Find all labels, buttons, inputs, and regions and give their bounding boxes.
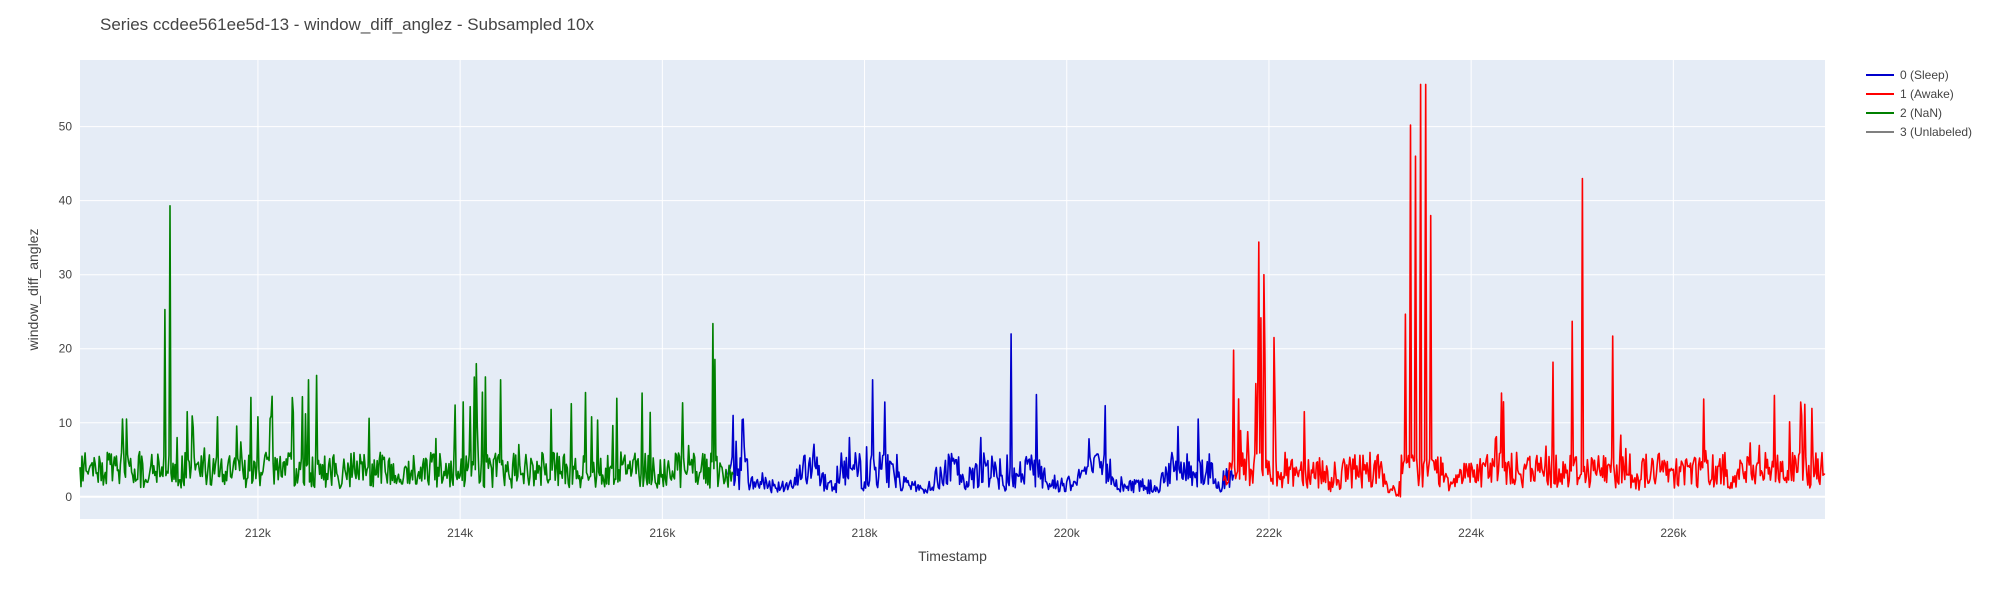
x-axis-ticks: 212k 214k 216k 218k 220k 222k 224k 226k	[245, 526, 1687, 540]
x-tick-label: 220k	[1054, 526, 1081, 540]
x-axis-title: Timestamp	[918, 548, 987, 564]
gridlines	[80, 60, 1825, 519]
y-tick-label: 0	[65, 490, 72, 504]
legend-label: 1 (Awake)	[1900, 87, 1954, 101]
y-axis-ticks: 0 10 20 30 40 50	[59, 120, 73, 504]
chart-title: Series ccdee561ee5d-13 - window_diff_ang…	[100, 15, 594, 34]
legend-item[interactable]: 1 (Awake)	[1866, 87, 1954, 101]
x-tick-label: 212k	[245, 526, 272, 540]
series-line	[79, 205, 734, 490]
y-tick-label: 40	[59, 194, 73, 208]
series-line	[1222, 83, 1826, 498]
legend-label: 0 (Sleep)	[1900, 68, 1949, 82]
x-tick-label: 216k	[649, 526, 676, 540]
series-line	[727, 333, 1235, 495]
y-tick-label: 20	[59, 342, 73, 356]
legend[interactable]: 0 (Sleep) 1 (Awake) 2 (NaN) 3 (Unlabeled)	[1866, 68, 1972, 139]
y-tick-label: 30	[59, 268, 73, 282]
legend-item[interactable]: 3 (Unlabeled)	[1866, 125, 1972, 139]
legend-label: 2 (NaN)	[1900, 106, 1942, 120]
x-tick-label: 222k	[1256, 526, 1283, 540]
x-tick-label: 214k	[447, 526, 474, 540]
legend-item[interactable]: 0 (Sleep)	[1866, 68, 1949, 82]
x-tick-label: 218k	[852, 526, 879, 540]
legend-label: 3 (Unlabeled)	[1900, 125, 1972, 139]
plot-area	[80, 60, 1825, 519]
y-tick-label: 50	[59, 120, 73, 134]
x-tick-label: 224k	[1458, 526, 1485, 540]
x-tick-label: 226k	[1660, 526, 1687, 540]
y-tick-label: 10	[59, 416, 73, 430]
legend-item[interactable]: 2 (NaN)	[1866, 106, 1942, 120]
y-axis-title: window_diff_anglez	[25, 229, 41, 352]
series-traces	[79, 83, 1826, 498]
